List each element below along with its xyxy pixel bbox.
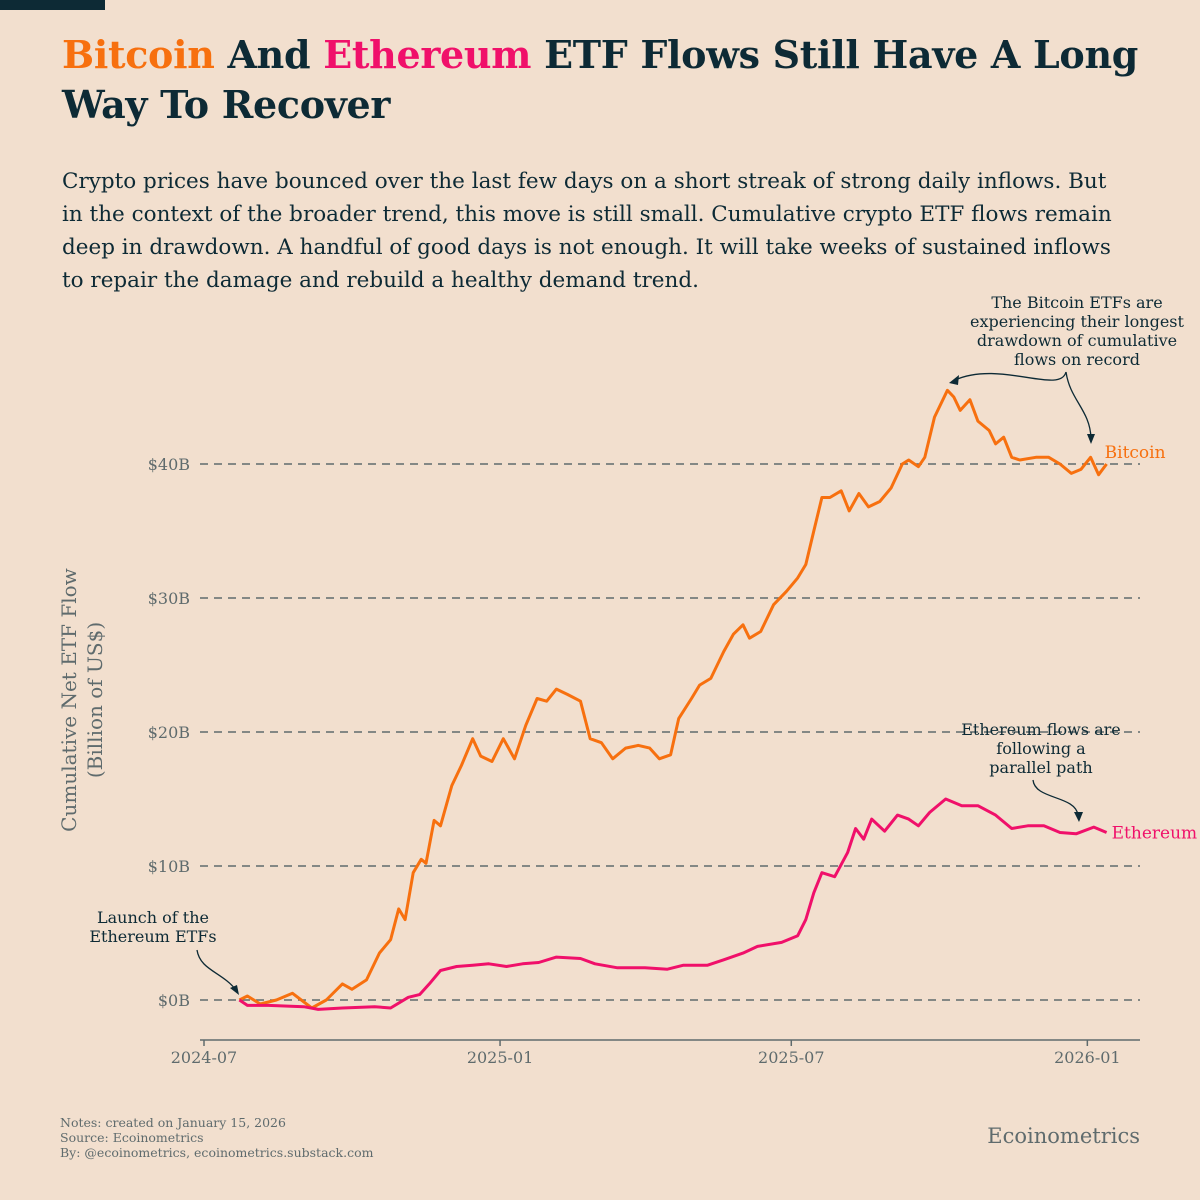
annotation-launch-line: Launch of the [97, 908, 209, 927]
annotation-bitcoin-line: flows on record [1014, 350, 1140, 369]
bitcoin-arrow-end [1065, 371, 1092, 439]
y-tick-label: $30B [148, 589, 190, 608]
annotation-bitcoin-line: experiencing their longest [970, 312, 1184, 331]
y-axis-label-line: Cumulative Net ETF Flow [57, 568, 81, 832]
annotation-launch-line: Ethereum ETFs [89, 927, 216, 946]
title-rest: ETF Flows Still Have A Long Way To Recov… [62, 32, 1139, 127]
ethereum-arrowhead-icon [1074, 812, 1083, 822]
annotation-bitcoin: The Bitcoin ETFs are experiencing their l… [970, 293, 1184, 369]
y-tick-label: $10B [148, 857, 190, 876]
subtitle: Crypto prices have bounced over the last… [62, 169, 1112, 293]
x-tick-label: 2025-01 [467, 1048, 533, 1067]
y-axis-label-line: (Billion of US$) [83, 622, 107, 778]
series-line-ethereum [238, 797, 1108, 1011]
series-label-ethereum: Ethereum [1112, 824, 1198, 844]
notes-text: Notes: created on January 15, 2026 [60, 1115, 286, 1130]
title-ethereum: Ethereum [323, 32, 532, 77]
y-tick-label: $0B [158, 991, 190, 1010]
page-title: Bitcoin And Ethereum ETF Flows Still Hav… [62, 30, 1172, 130]
bitcoin-arrow-peak-head-icon [949, 375, 959, 385]
annotation-ethereum: Ethereum flows are following a parallel pa… [961, 720, 1121, 777]
footer-notes: Notes: created on January 15, 2026 Sourc… [60, 1115, 373, 1160]
ethereum-arrow [1032, 779, 1079, 816]
launch-arrowhead-icon [230, 985, 239, 995]
annotation-bitcoin-line: drawdown of cumulative [977, 331, 1177, 350]
annotation-bitcoin-line: The Bitcoin ETFs are [991, 293, 1162, 312]
y-tick-label: $20B [148, 723, 190, 742]
y-axis-label: Cumulative Net ETF Flow (Billion of US$) [57, 568, 107, 832]
title-bitcoin: Bitcoin [62, 32, 215, 77]
annotation-ethereum-line: following a [996, 739, 1086, 758]
annotation-ethereum-line: Ethereum flows are [961, 720, 1121, 739]
launch-arrow [196, 949, 237, 991]
title-and: And [214, 32, 324, 77]
x-tick-label: 2024-07 [171, 1048, 237, 1067]
bitcoin-arrow-end-head-icon [1087, 434, 1095, 444]
series-label-bitcoin: Bitcoin [1105, 443, 1166, 463]
x-tick-label: 2025-07 [758, 1048, 824, 1067]
bitcoin-arrow-peak [954, 371, 1067, 381]
y-tick-label: $40B [148, 455, 190, 474]
source-text: Source: Ecoinometrics [60, 1130, 204, 1145]
x-tick-label: 2026-01 [1054, 1048, 1120, 1067]
annotation-ethereum-line: parallel path [989, 758, 1092, 777]
series-line-bitcoin [238, 388, 1108, 1010]
brand-bar [0, 0, 105, 10]
byline-text: By: @ecoinometrics, ecoinometrics.substa… [60, 1145, 374, 1160]
brand-name: Ecoinometrics [987, 1124, 1140, 1148]
annotation-launch: Launch of the Ethereum ETFs [89, 908, 216, 946]
